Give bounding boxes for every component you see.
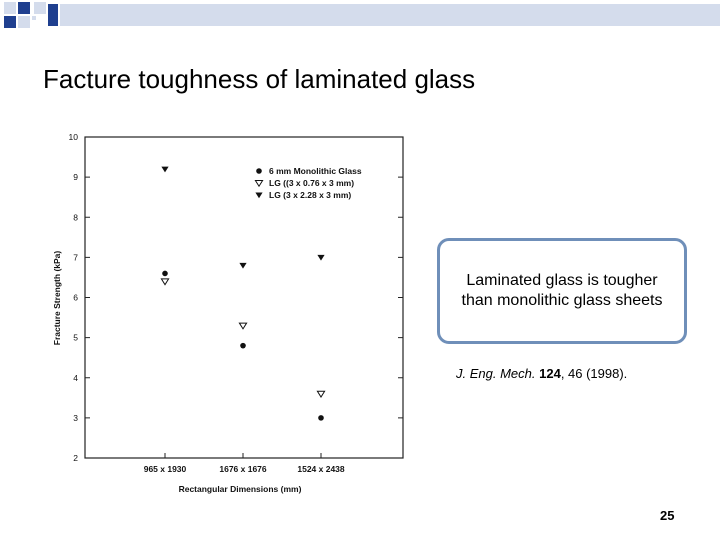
legend-marker-2: [254, 179, 264, 188]
y-tick-label: 4: [73, 373, 78, 383]
y-axis-label: Fracture Strength (kPa): [52, 251, 62, 346]
y-tick-label: 8: [73, 212, 78, 222]
y-tick-label: 7: [73, 252, 78, 262]
x-axis-label: Rectangular Dimensions (mm): [179, 484, 302, 494]
reference-volume: 124: [539, 366, 561, 381]
data-point-series-3: [161, 166, 169, 173]
data-point-series-1: [318, 415, 324, 421]
legend-label-1: 6 mm Monolithic Glass: [269, 166, 362, 176]
legend-label-3: LG (3 x 2.28 x 3 mm): [269, 190, 351, 200]
y-tick-marks: [85, 136, 403, 459]
page-number: 25: [660, 508, 675, 523]
x-tick-marks: [164, 453, 322, 458]
y-tick-label: 5: [73, 333, 78, 343]
y-tick-label: 3: [73, 413, 78, 423]
legend-marker-1: [256, 168, 262, 174]
y-tick-labels: 2 3 4 5 6 7 8 9 10: [69, 132, 79, 463]
reference-rest: , 46 (1998).: [560, 366, 628, 381]
data-point-series-1: [240, 342, 246, 349]
data-point-series-2: [160, 278, 170, 286]
data-points: [160, 166, 326, 421]
callout-text: Laminated glass is tougher than monolith…: [461, 272, 663, 309]
data-point-series-3: [317, 254, 325, 261]
legend-marker-3: [255, 192, 263, 199]
x-tick-label: 1676 x 1676: [219, 464, 267, 474]
y-tick-label: 6: [73, 293, 78, 303]
y-tick-label: 2: [73, 453, 78, 463]
slide-title: Facture toughness of laminated glass: [43, 64, 476, 94]
x-tick-label: 965 x 1930: [144, 464, 187, 474]
data-point-series-2: [238, 322, 248, 330]
chart-legend: 6 mm Monolithic Glass LG ((3 x 0.76 x 3 m…: [254, 166, 362, 200]
x-tick-labels: 965 x 1930 1676 x 1676 1524 x 2438: [144, 464, 345, 474]
y-tick-label: 9: [73, 172, 78, 182]
legend-label-2: LG ((3 x 0.76 x 3 mm): [269, 178, 354, 188]
y-tick-label: 10: [69, 132, 79, 142]
corner-decoration: [4, 2, 720, 28]
reference-journal: J. Eng. Mech.: [456, 366, 536, 381]
plot-frame: [84, 136, 404, 459]
decoration-stripe: [48, 4, 720, 26]
callout-box: Laminated glass is tougher than monolith…: [437, 238, 687, 344]
x-tick-label: 1524 x 2438: [297, 464, 345, 474]
data-point-series-3: [239, 262, 247, 269]
reference-citation: J. Eng. Mech. 124, 46 (1998).: [456, 366, 627, 381]
data-point-series-1: [162, 270, 168, 277]
decoration-squares: [4, 2, 46, 28]
data-point-series-2: [316, 390, 326, 398]
